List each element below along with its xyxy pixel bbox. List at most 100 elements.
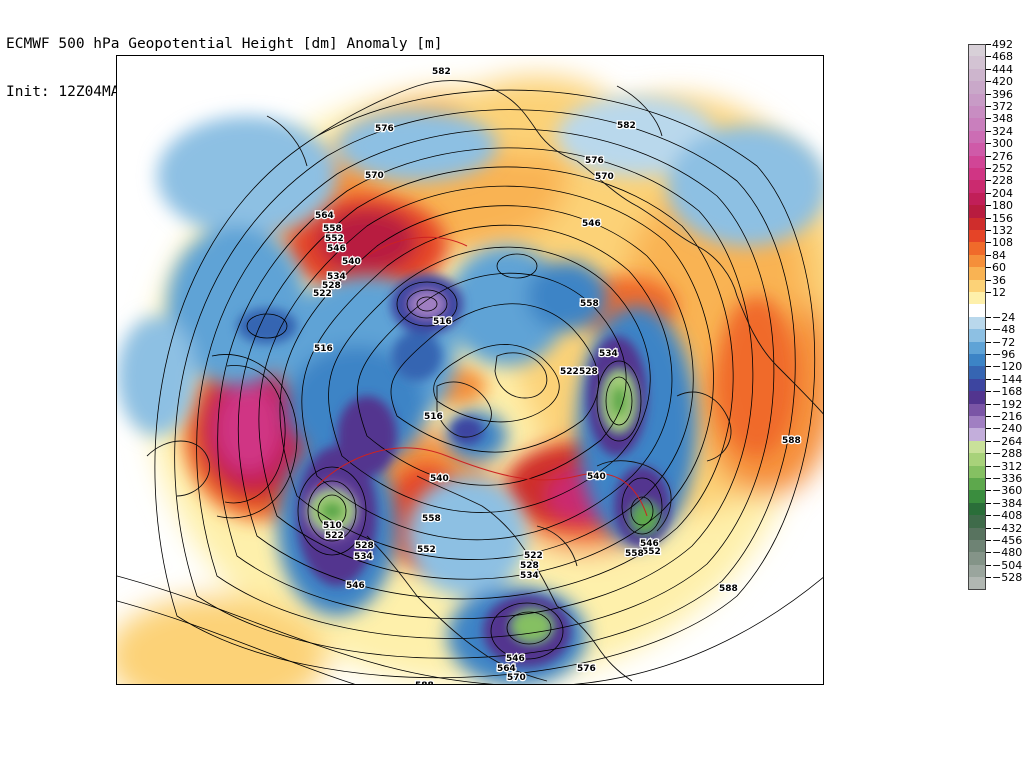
legend-label: 324 (992, 124, 1013, 138)
legend-label: −432 (992, 521, 1023, 535)
legend-swatch (968, 279, 986, 292)
legend-tick (986, 230, 991, 231)
legend-tick (986, 403, 991, 405)
legend-swatch (968, 143, 986, 156)
legend-label: 492 (992, 38, 1013, 51)
legend-entry: 348 (968, 112, 1024, 131)
legend-tick (986, 267, 991, 269)
legend-swatch (968, 341, 986, 354)
legend-swatch (968, 490, 986, 503)
legend-tick (986, 341, 991, 343)
legend-swatch (968, 515, 986, 528)
legend-tick (986, 316, 991, 318)
legend-tick (986, 130, 991, 132)
contour-label: 516 (424, 412, 443, 422)
coastlines (146, 80, 823, 682)
contour-label: 546 (327, 244, 346, 254)
contour-label: 546 (506, 654, 525, 664)
legend-swatch (968, 440, 986, 454)
legend-label: −72 (992, 335, 1016, 349)
legend-tick (986, 292, 991, 293)
contour-label: 558 (323, 224, 342, 234)
legend-label: −312 (992, 459, 1023, 473)
legend-entry: 372 (968, 100, 1024, 119)
legend-tick (986, 453, 991, 455)
contour-label: 588 (415, 681, 434, 685)
legend-tick (986, 564, 991, 566)
legend-tick (986, 56, 991, 58)
legend-swatch (968, 44, 986, 57)
legend-entry: −168 (968, 385, 1024, 404)
legend-label: 60 (992, 261, 1006, 275)
contour-label: 570 (507, 673, 526, 683)
polar-stereographic-map[interactable]: 582 576 582 576 570 570 564 558 552 546 540 534 528 5… (116, 55, 824, 685)
legend-tick (986, 143, 991, 145)
contour-label: 564 (315, 211, 334, 221)
legend-swatch (968, 106, 986, 119)
legend-entry: −528 (968, 571, 1024, 590)
legend-tick (986, 465, 991, 467)
legend-tick (986, 391, 991, 393)
contour-label: 534 (327, 272, 346, 282)
legend-swatch (968, 254, 986, 268)
legend-label: −192 (992, 397, 1023, 411)
legend-swatch (968, 68, 986, 82)
chart-title: ECMWF 500 hPa Geopotential Height [dm] A… (6, 36, 443, 52)
legend-label: 468 (992, 50, 1013, 64)
legend-label: 132 (992, 224, 1013, 237)
legend-tick (986, 106, 991, 107)
legend-label: 372 (992, 100, 1013, 113)
legend-swatch (968, 329, 986, 342)
legend-label: 348 (992, 112, 1013, 126)
legend-label: 396 (992, 87, 1013, 101)
legend-swatch (968, 502, 986, 516)
contour-label: 552 (642, 547, 661, 557)
legend-label: −480 (992, 546, 1023, 560)
legend-label: 420 (992, 75, 1013, 89)
legend-label: −120 (992, 360, 1023, 374)
contour-label: 576 (585, 156, 604, 166)
legend-swatch (968, 217, 986, 230)
contour-label: 558 (580, 299, 599, 309)
legend-entry: −408 (968, 509, 1024, 528)
legend-tick (986, 577, 991, 579)
legend-tick (986, 118, 991, 120)
contour-label: 558 (625, 549, 644, 559)
contour-label: 540 (587, 472, 606, 482)
legend-swatch (968, 205, 986, 218)
legend-label: 444 (992, 62, 1013, 76)
legend-tick (986, 329, 991, 331)
legend-swatch (968, 416, 986, 429)
contour-label: 570 (365, 171, 384, 181)
legend-label: 36 (992, 273, 1006, 287)
legend-tick (986, 180, 991, 182)
legend-label: 12 (992, 286, 1006, 299)
contour-label: 582 (527, 684, 546, 685)
legend-entry: −96 (968, 348, 1024, 367)
legend-label: 276 (992, 149, 1013, 163)
legend-swatch (968, 564, 986, 578)
legend-swatch (968, 391, 986, 404)
legend-tick (986, 527, 991, 529)
legend-entry: 300 (968, 137, 1024, 156)
legend-tick (986, 354, 991, 355)
legend-swatch (968, 230, 986, 243)
legend-label: −360 (992, 484, 1023, 498)
legend-label: −144 (992, 372, 1023, 386)
legend-swatch (968, 366, 986, 379)
legend-label: 180 (992, 199, 1013, 213)
legend-tick (986, 81, 991, 83)
contour-label: 552 (325, 234, 344, 244)
contour-label: 534 (520, 571, 539, 581)
contour-label: 528 (579, 367, 598, 377)
legend-swatch (968, 292, 986, 305)
contour-label: 576 (375, 124, 394, 134)
legend-label: 228 (992, 174, 1013, 188)
legend-label: 204 (992, 186, 1013, 200)
legend-swatch (968, 118, 986, 131)
contour-label: 528 (322, 281, 341, 291)
legend-entry: 156 (968, 212, 1024, 230)
legend-swatch (968, 81, 986, 94)
legend-tick (986, 254, 991, 256)
